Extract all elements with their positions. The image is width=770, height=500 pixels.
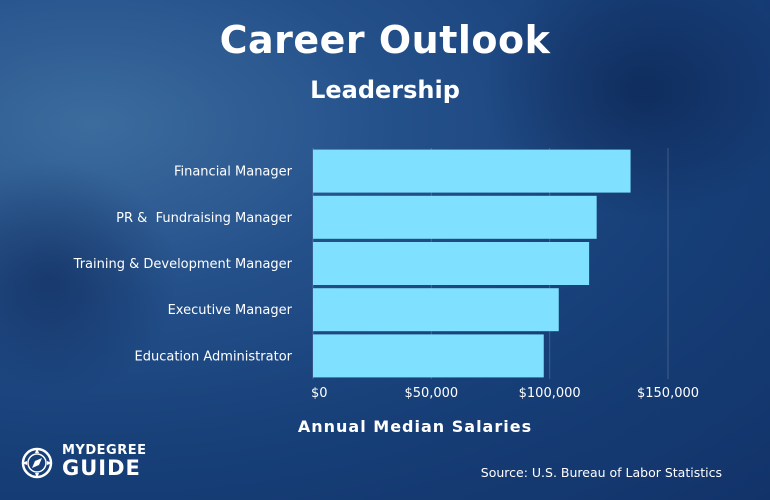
source-note: Source: U.S. Bureau of Labor Statistics bbox=[480, 465, 722, 480]
chart-title: Career Outlook bbox=[219, 18, 551, 62]
bar bbox=[313, 334, 544, 378]
bar bbox=[313, 149, 631, 193]
chart-subtitle: Leadership bbox=[310, 76, 460, 104]
x-axis-label: Annual Median Salaries bbox=[297, 417, 533, 436]
category-label: Financial Manager bbox=[174, 165, 293, 180]
brand-logo: MYDEGREE GUIDE bbox=[18, 444, 158, 484]
logo-line-1: MYDEGREE bbox=[62, 443, 147, 458]
category-label: Education Administrator bbox=[135, 349, 293, 364]
x-tick-label: $150,000 bbox=[637, 386, 699, 401]
logo-line-2: GUIDE bbox=[62, 456, 141, 480]
bar bbox=[313, 195, 597, 239]
bar bbox=[313, 242, 590, 285]
compass-icon bbox=[21, 447, 53, 479]
background-shade bbox=[0, 160, 180, 400]
x-tick-label: $50,000 bbox=[404, 386, 458, 401]
bar bbox=[313, 288, 559, 332]
category-label: Training & Development Manager bbox=[73, 257, 293, 272]
x-tick-label: $0 bbox=[311, 386, 328, 401]
x-tick-label: $100,000 bbox=[519, 386, 581, 401]
category-label: Executive Manager bbox=[168, 303, 293, 318]
category-label: PR & Fundraising Manager bbox=[116, 211, 292, 226]
logo-wordmark: MYDEGREE GUIDE bbox=[62, 444, 146, 479]
